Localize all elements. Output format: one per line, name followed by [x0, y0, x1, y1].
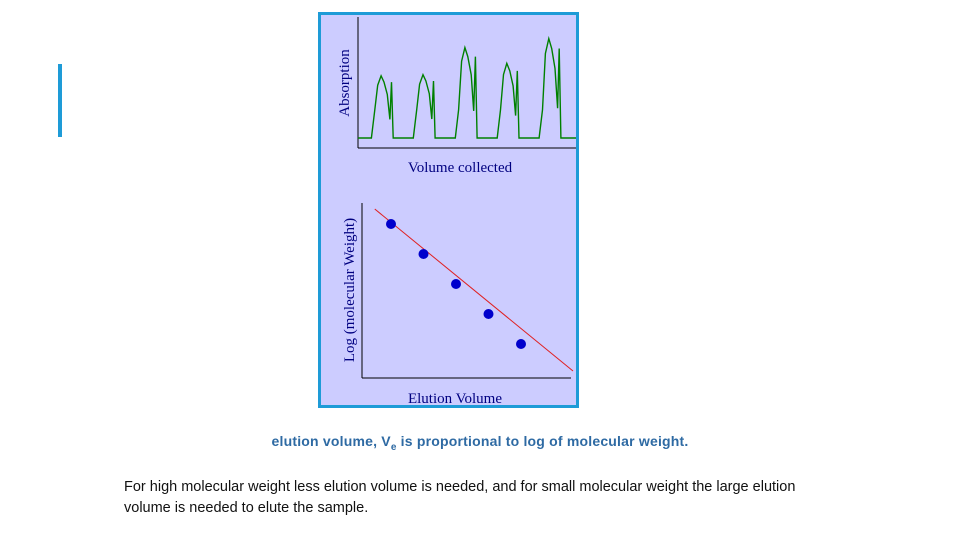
logmw-x-label: Elution Volume	[408, 391, 502, 405]
data-points	[386, 219, 526, 349]
body-paragraph: For high molecular weight less elution v…	[124, 479, 796, 516]
absorption-x-label: Volume collected	[408, 160, 513, 176]
data-point-4	[483, 309, 494, 319]
accent-bar	[58, 64, 62, 137]
data-point-2	[418, 249, 429, 259]
figure-svg: Absorption Volume collected Log (molecul…	[337, 17, 576, 405]
data-point-3	[451, 279, 461, 289]
caption-prefix: elution volume, V	[271, 433, 391, 449]
chromatography-figure: Absorption Volume collected Log (molecul…	[318, 12, 579, 408]
logmw-chart: Log (molecular Weight) Elution Volume	[342, 203, 574, 405]
absorption-y-label: Absorption	[337, 49, 353, 117]
absorption-chart: Absorption Volume collected	[337, 17, 576, 176]
data-point-5	[516, 339, 526, 349]
caption: elution volume, Ve is proportional to lo…	[0, 433, 960, 453]
logmw-y-label: Log (molecular Weight)	[342, 218, 358, 362]
caption-suffix: is proportional to log of molecular weig…	[396, 433, 689, 449]
data-point-1	[386, 219, 396, 229]
absorption-trace	[358, 35, 576, 139]
caption-subscript: e	[390, 441, 397, 453]
fit-line	[374, 208, 574, 372]
